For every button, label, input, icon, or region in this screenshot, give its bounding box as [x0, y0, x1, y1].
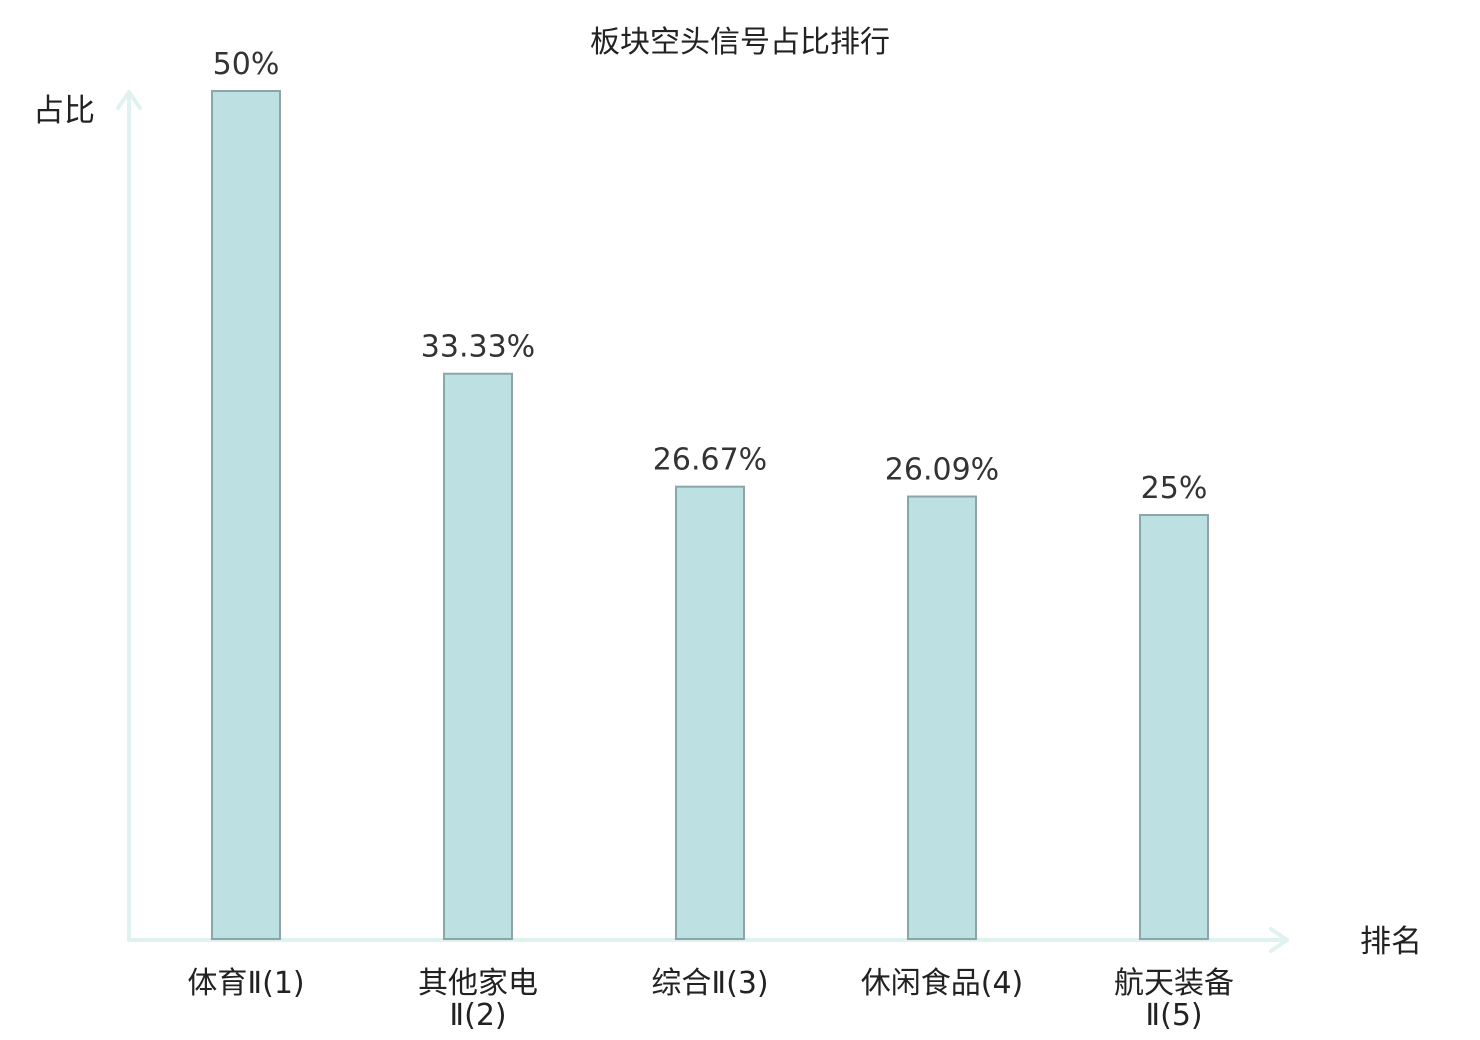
bars: [211, 90, 1209, 940]
bar-2: [443, 372, 513, 940]
chart-title: 板块空头信号占比排行: [590, 25, 890, 60]
bar-4: [907, 495, 977, 940]
y-axis-arrow-icon: [116, 90, 142, 110]
value-labels: 50% 33.33% 26.67% 26.09% 25%: [213, 47, 1208, 506]
bar-5: [1139, 514, 1209, 940]
category-label-2-line-2: Ⅱ(2): [449, 998, 506, 1033]
value-label-2: 33.33%: [421, 330, 535, 365]
bar-3: [675, 485, 745, 940]
value-label-1: 50%: [213, 47, 280, 82]
category-label-3-line-1: 综合Ⅱ(3): [651, 966, 768, 1001]
category-label-1-line-1: 体育Ⅱ(1): [187, 966, 304, 1001]
axes: [116, 90, 1289, 953]
category-label-2-line-1: 其他家电: [418, 966, 538, 1001]
category-label-5-line-1: 航天装备: [1114, 966, 1234, 1001]
category-label-4-line-1: 休闲食品(4): [861, 966, 1024, 1001]
value-label-5: 25%: [1141, 471, 1208, 506]
y-axis-label: 占比: [33, 93, 95, 129]
value-label-3: 26.67%: [653, 443, 767, 478]
value-label-4: 26.09%: [885, 453, 999, 488]
bar-1: [211, 90, 281, 940]
x-axis-label: 排名: [1360, 924, 1422, 960]
x-axis-arrow-icon: [1269, 927, 1289, 953]
category-label-5-line-2: Ⅱ(5): [1145, 998, 1202, 1033]
